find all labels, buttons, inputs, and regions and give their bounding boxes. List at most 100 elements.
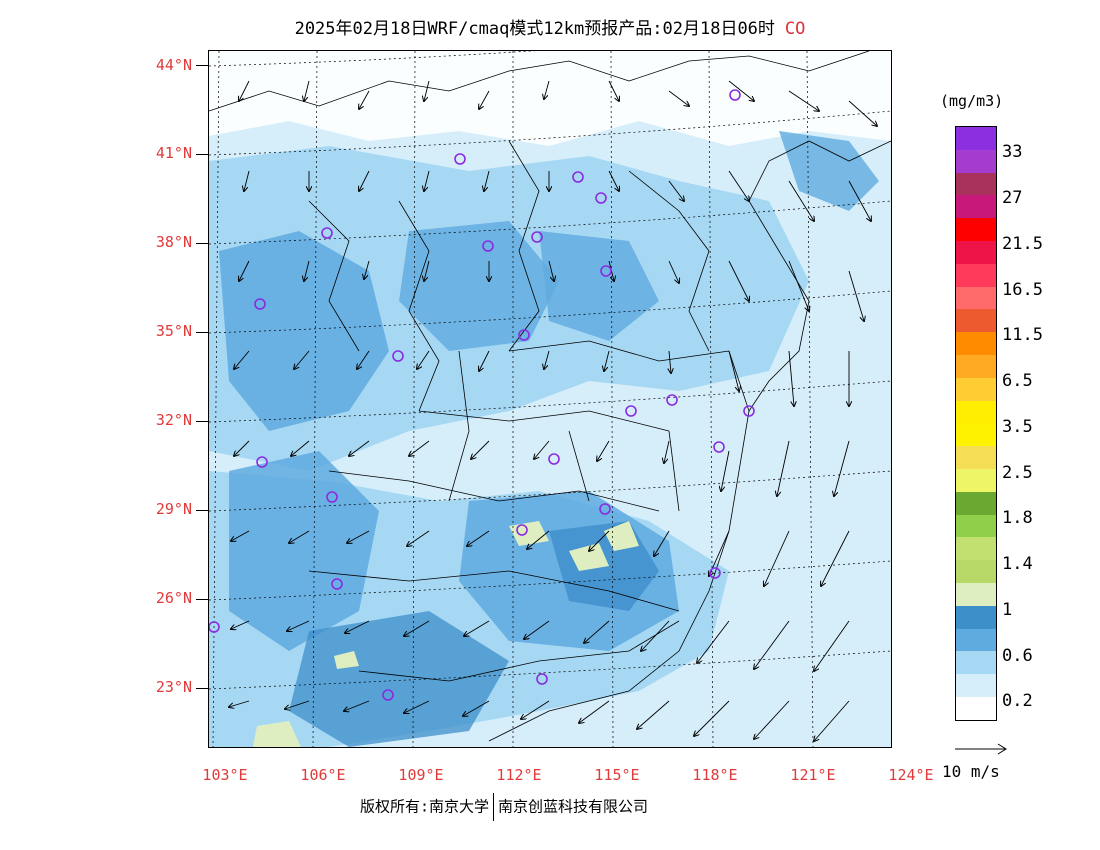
city-marker [625, 405, 637, 417]
colorbar-label: 1 [1002, 600, 1013, 620]
colorbar-label: 3.5 [1002, 417, 1033, 437]
lon-label: 112°E [496, 766, 542, 784]
colorbar-swatch [956, 696, 996, 720]
lon-label: 109°E [398, 766, 444, 784]
lon-label: 121°E [790, 766, 836, 784]
colorbar-label: 16.5 [1002, 280, 1043, 300]
colorbar-swatch [956, 172, 996, 196]
lat-tick [196, 332, 208, 333]
boundaries [209, 51, 891, 742]
colorbar-swatch [956, 628, 996, 652]
lon-label: 118°E [692, 766, 738, 784]
city-marker [331, 578, 343, 590]
colorbar-swatch [956, 446, 996, 469]
copyright-owner: 版权所有:南京大学 [360, 797, 490, 816]
colorbar-swatch [956, 240, 996, 264]
title-text: 2025年02月18日WRF/cmaq模式12km预报产品:02月18日06时 [294, 19, 775, 39]
lat-label: 41°N [155, 144, 192, 162]
copyright: 版权所有:南京大学 南京创蓝科技有限公司 [360, 793, 648, 821]
colorbar-swatch [956, 605, 996, 629]
city-marker [713, 441, 725, 453]
colorbar-swatch [956, 309, 996, 333]
city-marker [321, 227, 333, 239]
city-marker [595, 192, 607, 204]
lat-tick [196, 599, 208, 600]
lat-tick [196, 510, 208, 511]
clean-region [209, 51, 891, 146]
lat-label: 38°N [155, 233, 192, 251]
city-marker [454, 153, 466, 165]
lon-label: 124°E [888, 766, 934, 784]
colorbar-label: 0.6 [1002, 646, 1033, 666]
city-marker [516, 524, 528, 536]
colorbar-swatch [956, 514, 996, 538]
lat-tick [196, 65, 208, 66]
lat-label: 32°N [155, 411, 192, 429]
city-marker [482, 240, 494, 252]
lon-label: 106°E [300, 766, 346, 784]
lat-label: 44°N [155, 56, 192, 74]
species-label: CO [784, 19, 806, 39]
copyright-separator [493, 793, 495, 821]
lat-label: 26°N [155, 589, 192, 607]
colorbar-label: 1.4 [1002, 554, 1033, 574]
colorbar-swatch [956, 423, 996, 447]
colorbar-swatch [956, 332, 996, 355]
colorbar-label: 1.8 [1002, 508, 1033, 528]
colorbar-label: 6.5 [1002, 371, 1033, 391]
colorbar-swatch [956, 218, 996, 241]
map-title: 2025年02月18日WRF/cmaq模式12km预报产品:02月18日06时 C… [0, 14, 1100, 39]
city-marker [392, 350, 404, 362]
wind-vectors [229, 80, 877, 741]
city-marker [209, 621, 220, 633]
city-marker [709, 567, 721, 579]
colorbar-swatch [956, 195, 996, 219]
city-marker [599, 503, 611, 515]
city-marker [518, 329, 530, 341]
colorbar-swatch [956, 263, 996, 287]
city-marker [743, 405, 755, 417]
city-marker [572, 171, 584, 183]
conc-patch-1 [334, 651, 359, 669]
city-marker [326, 491, 338, 503]
lon-label: 115°E [594, 766, 640, 784]
city-marker [256, 456, 268, 468]
colorbar-swatch [956, 354, 996, 378]
colorbar-swatch [956, 468, 996, 492]
graticule [209, 51, 891, 747]
conc-region-high [229, 451, 379, 651]
city-marker [548, 453, 560, 465]
conc-patch-1 [569, 543, 609, 571]
colorbar-swatch [956, 491, 996, 515]
city-marker [600, 265, 612, 277]
conc-patch-1 [253, 721, 301, 747]
city-marker [531, 231, 543, 243]
colorbar-label: 0.2 [1002, 691, 1033, 711]
colorbar-label: 21.5 [1002, 234, 1043, 254]
colorbar-label: 11.5 [1002, 325, 1043, 345]
city-marker [536, 673, 548, 685]
lat-tick [196, 688, 208, 689]
concentration-map[interactable] [208, 50, 892, 748]
colorbar-swatch [956, 674, 996, 697]
colorbar-swatch [956, 377, 996, 401]
colorbar-swatch [956, 582, 996, 606]
lat-tick [196, 243, 208, 244]
colorbar-label: 27 [1002, 188, 1023, 208]
conc-region-high [539, 231, 659, 341]
conc-patch-1 [604, 521, 639, 551]
colorbar-swatch [956, 537, 996, 561]
lat-label: 23°N [155, 678, 192, 696]
city-markers [209, 89, 755, 701]
city-marker [254, 298, 266, 310]
city-marker [666, 394, 678, 406]
colorbar [955, 126, 997, 721]
city-marker [729, 89, 741, 101]
ocean-area [689, 351, 891, 747]
colorbar-swatch [956, 651, 996, 675]
city-marker [382, 689, 394, 701]
colorbar-unit: (mg/m3) [940, 92, 1004, 110]
colorbar-label: 33 [1002, 142, 1023, 162]
colorbar-swatch [956, 149, 996, 173]
conc-region-high [219, 231, 389, 431]
